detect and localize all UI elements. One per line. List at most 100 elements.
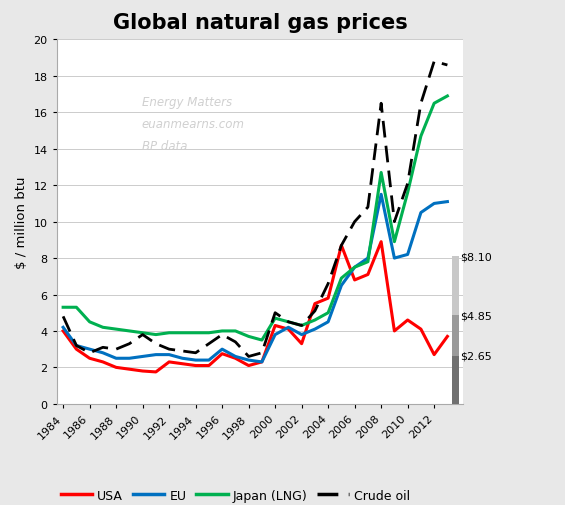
Line: EU: EU: [63, 195, 447, 362]
EU: [351, 265, 358, 271]
Text: $8.10: $8.10: [460, 252, 492, 262]
Bar: [452, 356, 459, 404]
USA: [259, 359, 266, 365]
EU: [378, 192, 385, 198]
Japan (LNG): [113, 326, 120, 332]
Crude oil: [206, 341, 212, 347]
USA: [153, 369, 159, 375]
EU: [298, 332, 305, 338]
USA: [272, 323, 279, 329]
Japan (LNG): [325, 310, 332, 316]
USA: [311, 301, 318, 307]
Japan (LNG): [219, 328, 225, 334]
EU: [113, 356, 120, 362]
Bar: [452, 316, 459, 356]
EU: [179, 356, 186, 362]
Japan (LNG): [364, 259, 371, 265]
EU: [139, 354, 146, 360]
EU: [219, 346, 225, 352]
EU: [206, 358, 212, 364]
USA: [418, 326, 424, 332]
USA: [338, 243, 345, 249]
Crude oil: [99, 344, 106, 350]
Crude oil: [166, 346, 172, 352]
Y-axis label: $ / million btu: $ / million btu: [15, 176, 28, 268]
EU: [431, 201, 437, 207]
EU: [311, 326, 318, 332]
Crude oil: [113, 346, 120, 352]
Crude oil: [192, 350, 199, 356]
Japan (LNG): [444, 94, 451, 100]
Japan (LNG): [298, 323, 305, 329]
Japan (LNG): [166, 330, 172, 336]
Crude oil: [219, 332, 225, 338]
Line: Japan (LNG): Japan (LNG): [63, 97, 447, 340]
USA: [391, 328, 398, 334]
Legend: USA, EU, Japan (LNG), Crude oil: USA, EU, Japan (LNG), Crude oil: [56, 484, 415, 505]
Crude oil: [404, 181, 411, 187]
Crude oil: [338, 243, 345, 249]
Japan (LNG): [245, 334, 252, 340]
EU: [192, 358, 199, 364]
Japan (LNG): [378, 170, 385, 176]
USA: [60, 328, 67, 334]
Japan (LNG): [206, 330, 212, 336]
Japan (LNG): [404, 190, 411, 196]
USA: [298, 341, 305, 347]
USA: [139, 368, 146, 374]
USA: [99, 359, 106, 365]
Crude oil: [444, 63, 451, 69]
Japan (LNG): [126, 328, 133, 334]
EU: [99, 350, 106, 356]
USA: [245, 363, 252, 369]
EU: [86, 346, 93, 352]
EU: [126, 356, 133, 362]
Text: $4.85: $4.85: [460, 311, 492, 321]
USA: [86, 356, 93, 362]
Crude oil: [378, 101, 385, 107]
Crude oil: [272, 310, 279, 316]
EU: [259, 359, 266, 365]
EU: [418, 210, 424, 216]
Japan (LNG): [272, 316, 279, 322]
Crude oil: [418, 101, 424, 107]
USA: [325, 295, 332, 301]
Japan (LNG): [259, 337, 266, 343]
Line: USA: USA: [63, 242, 447, 372]
Crude oil: [364, 205, 371, 211]
Japan (LNG): [73, 305, 80, 311]
EU: [325, 319, 332, 325]
Crude oil: [153, 341, 159, 347]
USA: [285, 326, 292, 332]
Bar: [452, 257, 459, 316]
USA: [206, 363, 212, 369]
Crude oil: [126, 341, 133, 347]
Text: Energy Matters: Energy Matters: [142, 96, 232, 109]
EU: [338, 283, 345, 289]
USA: [126, 367, 133, 373]
Crude oil: [391, 219, 398, 225]
Japan (LNG): [232, 328, 239, 334]
Japan (LNG): [192, 330, 199, 336]
USA: [166, 359, 172, 365]
USA: [351, 277, 358, 283]
Crude oil: [86, 350, 93, 356]
EU: [60, 325, 67, 331]
EU: [444, 199, 451, 205]
Crude oil: [232, 339, 239, 345]
Text: $2.65: $2.65: [460, 351, 492, 361]
USA: [378, 239, 385, 245]
EU: [391, 256, 398, 262]
Crude oil: [179, 348, 186, 355]
Japan (LNG): [99, 325, 106, 331]
Japan (LNG): [311, 317, 318, 323]
Japan (LNG): [285, 319, 292, 325]
USA: [73, 346, 80, 352]
EU: [73, 343, 80, 349]
Crude oil: [298, 323, 305, 329]
Crude oil: [311, 308, 318, 314]
EU: [166, 352, 172, 358]
Japan (LNG): [60, 305, 67, 311]
Japan (LNG): [338, 276, 345, 282]
EU: [285, 325, 292, 331]
